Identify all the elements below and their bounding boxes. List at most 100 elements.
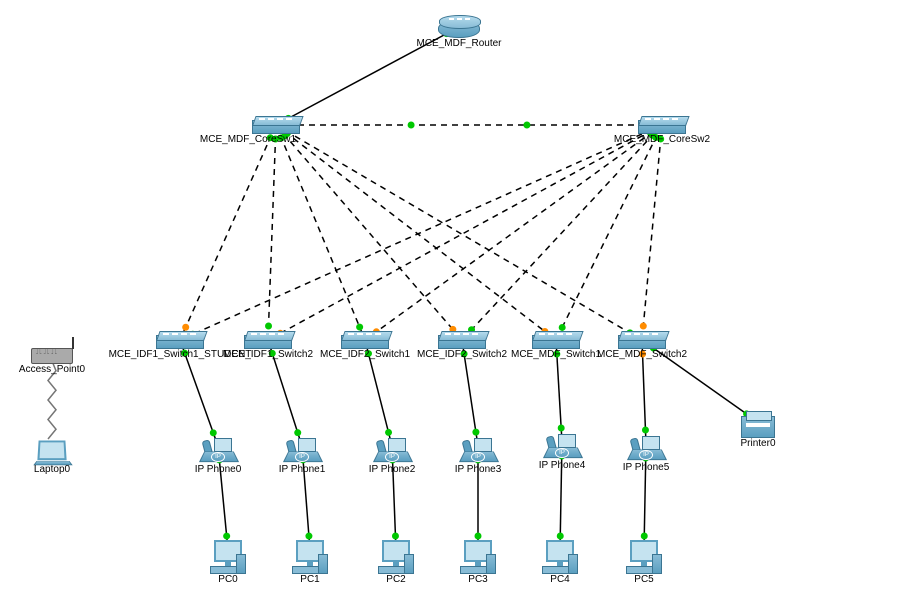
device-idf1s1[interactable]: MCE_IDF1_Switch1_STUDENT — [156, 335, 204, 349]
device-pc3[interactable]: PC3 — [460, 540, 496, 574]
printer-icon — [741, 416, 775, 438]
link-coresw2-mdfs2[interactable] — [642, 125, 662, 340]
switch-icon — [618, 335, 666, 349]
link-coresw1-mdfs2[interactable] — [276, 125, 642, 340]
device-label: PC4 — [550, 574, 569, 585]
device-phone5[interactable]: IPIP Phone5 — [630, 436, 662, 462]
device-mdfs1[interactable]: MCE_MDF_Switch1 — [532, 335, 580, 349]
device-laptop0[interactable]: Laptop0 — [35, 440, 69, 464]
link-light — [557, 533, 564, 540]
laptop-icon — [35, 440, 69, 464]
device-label: Laptop0 — [34, 464, 70, 475]
device-label: PC3 — [468, 574, 487, 585]
device-label: MCE_IDF2_Switch1 — [320, 349, 410, 360]
link-coresw2-idf1s1[interactable] — [180, 125, 662, 340]
device-label: IP Phone0 — [195, 464, 242, 475]
device-label: MCE_MDF_Router — [416, 38, 501, 49]
link-light — [265, 323, 272, 330]
device-idf1s2[interactable]: MCE_IDF1_Switch2 — [244, 335, 292, 349]
access-point-icon — [31, 348, 73, 364]
device-label: IP Phone4 — [539, 460, 586, 471]
link-light — [305, 533, 312, 540]
device-pc4[interactable]: PC4 — [542, 540, 578, 574]
device-label: PC2 — [386, 574, 405, 585]
device-label: MCE_IDF2_Switch2 — [417, 349, 507, 360]
link-light — [523, 122, 530, 129]
link-coresw1-idf2s1[interactable] — [276, 125, 365, 340]
device-label: MCE_MDF_CoreSw2 — [614, 134, 710, 145]
pc-icon — [626, 540, 662, 574]
device-label: PC5 — [634, 574, 653, 585]
device-coresw2[interactable]: MCE_MDF_CoreSw2 — [638, 120, 686, 134]
device-phone2[interactable]: IPIP Phone2 — [376, 438, 408, 464]
switch-icon — [244, 335, 292, 349]
device-label: PC1 — [300, 574, 319, 585]
link-coresw2-idf2s2[interactable] — [462, 125, 662, 340]
link-light — [408, 122, 415, 129]
link-light — [210, 429, 217, 436]
link-light — [641, 533, 648, 540]
switch-icon — [252, 120, 300, 134]
device-phone1[interactable]: IPIP Phone1 — [286, 438, 318, 464]
pc-icon — [460, 540, 496, 574]
device-printer0[interactable]: Printer0 — [741, 416, 775, 438]
device-label: IP Phone2 — [369, 464, 416, 475]
link-coresw2-idf1s2[interactable] — [268, 125, 662, 340]
switch-icon — [532, 335, 580, 349]
link-light — [182, 324, 189, 331]
link-light — [356, 324, 363, 331]
link-coresw1-idf1s1[interactable] — [180, 125, 276, 340]
switch-icon — [341, 335, 389, 349]
switch-icon — [638, 120, 686, 134]
device-idf2s2[interactable]: MCE_IDF2_Switch2 — [438, 335, 486, 349]
link-coresw1-mdfs1[interactable] — [276, 125, 556, 340]
ip-phone-icon: IP — [546, 434, 578, 460]
device-pc0[interactable]: PC0 — [210, 540, 246, 574]
link-light — [558, 425, 565, 432]
ip-phone-icon: IP — [462, 438, 494, 464]
device-label: MCE_IDF1_Switch2 — [223, 349, 313, 360]
pc-icon — [292, 540, 328, 574]
device-pc1[interactable]: PC1 — [292, 540, 328, 574]
device-label: MCE_MDF_Switch2 — [597, 349, 687, 360]
pc-icon — [378, 540, 414, 574]
device-label: IP Phone5 — [623, 462, 670, 473]
link-light — [392, 533, 399, 540]
device-label: IP Phone1 — [279, 464, 326, 475]
ip-phone-icon: IP — [286, 438, 318, 464]
link-light — [640, 323, 647, 330]
link-light — [385, 429, 392, 436]
device-phone4[interactable]: IPIP Phone4 — [546, 434, 578, 460]
device-idf2s1[interactable]: MCE_IDF2_Switch1 — [341, 335, 389, 349]
device-coresw1[interactable]: MCE_MDF_CoreSw1 — [252, 120, 300, 134]
link-coresw2-mdfs1[interactable] — [556, 125, 662, 340]
device-label: MCE_MDF_CoreSw1 — [200, 134, 296, 145]
device-phone3[interactable]: IPIP Phone3 — [462, 438, 494, 464]
device-ap0[interactable]: Access_Point0 — [31, 348, 73, 364]
router-icon — [438, 20, 480, 38]
link-light — [559, 324, 566, 331]
pc-icon — [542, 540, 578, 574]
device-pc2[interactable]: PC2 — [378, 540, 414, 574]
ip-phone-icon: IP — [376, 438, 408, 464]
link-coresw1-idf1s2[interactable] — [268, 125, 276, 340]
device-label: MCE_MDF_Switch1 — [511, 349, 601, 360]
device-phone0[interactable]: IPIP Phone0 — [202, 438, 234, 464]
link-layer — [0, 0, 918, 602]
link-light — [223, 533, 230, 540]
ip-phone-icon: IP — [202, 438, 234, 464]
device-mdfs2[interactable]: MCE_MDF_Switch2 — [618, 335, 666, 349]
link-light — [475, 533, 482, 540]
device-label: IP Phone3 — [455, 464, 502, 475]
link-light — [294, 429, 301, 436]
device-label: Printer0 — [740, 438, 775, 449]
switch-icon — [156, 335, 204, 349]
pc-icon — [210, 540, 246, 574]
device-label: PC0 — [218, 574, 237, 585]
device-router[interactable]: MCE_MDF_Router — [438, 20, 480, 38]
device-pc5[interactable]: PC5 — [626, 540, 662, 574]
switch-icon — [438, 335, 486, 349]
device-label: Access_Point0 — [19, 364, 85, 375]
link-light — [472, 429, 479, 436]
link-coresw1-idf2s2[interactable] — [276, 125, 462, 340]
